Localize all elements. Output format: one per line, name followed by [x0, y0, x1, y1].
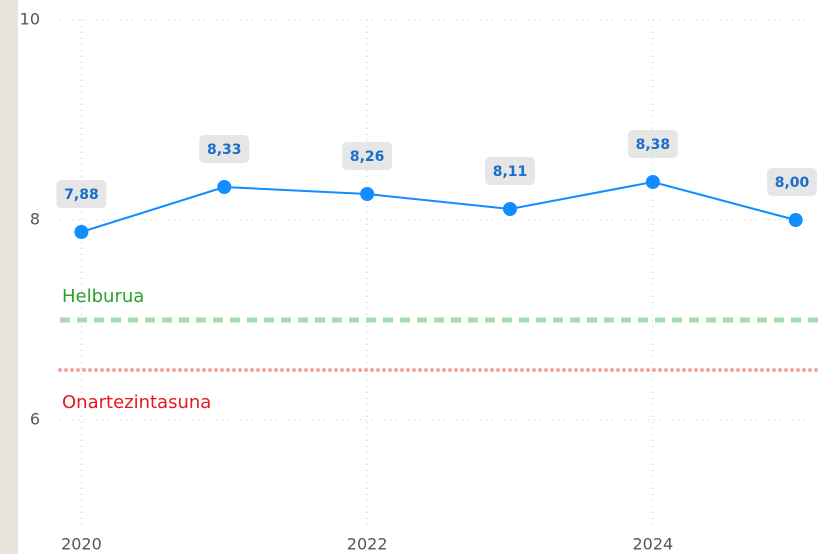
- value-label: 8,38: [636, 137, 671, 153]
- x-tick-label: 2020: [61, 535, 102, 554]
- point: [74, 225, 89, 239]
- value-label: 7,88: [64, 187, 99, 203]
- side-strip: [0, 0, 18, 554]
- value-label: 8,33: [207, 142, 242, 158]
- point: [788, 213, 803, 227]
- value-label-box: [342, 142, 393, 170]
- reference-label: Onartezintasuna: [62, 392, 211, 413]
- point: [503, 202, 517, 216]
- value-label-box: [199, 135, 250, 163]
- value-label: 8,26: [350, 149, 385, 165]
- x-tick-label: 2024: [632, 535, 673, 554]
- value-label-box: [485, 157, 535, 185]
- value-label-box: [627, 130, 678, 158]
- point: [360, 187, 375, 201]
- y-tick-label: 8: [30, 210, 40, 229]
- point: [217, 180, 232, 194]
- y-tick-label: 6: [30, 410, 40, 429]
- value-label: 8,00: [775, 175, 810, 191]
- x-tick-label: 2022: [347, 535, 388, 554]
- y-tick-label: 10: [20, 10, 40, 29]
- value-label-box: [767, 168, 817, 196]
- line: [81, 180, 796, 233]
- reference-label: Helburua: [62, 286, 144, 307]
- value-label-box: [56, 180, 107, 208]
- point: [645, 175, 660, 189]
- value-label: 8,11: [493, 164, 528, 180]
